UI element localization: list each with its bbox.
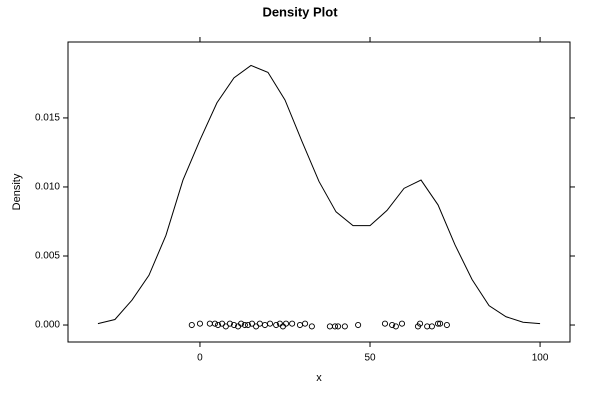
y-axis-label: Density [11,173,23,210]
data-point [389,321,396,329]
data-point [196,320,204,327]
data-point [188,321,195,329]
data-point [214,321,222,329]
data-point [244,321,251,329]
data-point [226,320,233,327]
data-point [416,320,424,327]
data-point [248,320,256,327]
data-point [331,323,339,330]
data-point [381,320,389,327]
data-point [266,320,274,327]
x-tick-label: 100 [532,353,549,364]
y-tick-label: 0.005 [35,251,60,262]
data-point [241,321,248,329]
data-point [341,323,348,330]
data-point [355,321,362,329]
data-point [308,323,315,330]
data-point [253,323,260,330]
data-point [326,323,333,330]
data-point [437,320,444,327]
data-point [392,323,399,330]
data-point [222,323,229,330]
chart-title: Density Plot [262,4,338,19]
data-point [206,320,213,327]
data-point [443,321,450,329]
data-point [273,321,280,329]
data-point [230,321,238,329]
y-tick-label: 0.000 [35,320,60,331]
x-axis-label: x [316,372,322,384]
data-point [211,320,218,327]
data-point [238,320,245,327]
y-tick-label: 0.010 [35,182,60,193]
panel-border [67,41,571,343]
y-tick-label: 0.015 [35,113,60,124]
data-point [434,320,442,327]
data-point [282,320,290,327]
data-point [428,323,435,330]
density-curve [97,64,541,325]
x-tick-label: 50 [364,353,376,364]
x-tick-label: 0 [197,353,203,364]
data-point [334,323,342,330]
data-point [256,320,263,327]
data-point [289,320,296,327]
data-point [296,321,304,329]
data-point [398,320,406,327]
data-point [261,321,268,329]
data-point [302,320,309,327]
